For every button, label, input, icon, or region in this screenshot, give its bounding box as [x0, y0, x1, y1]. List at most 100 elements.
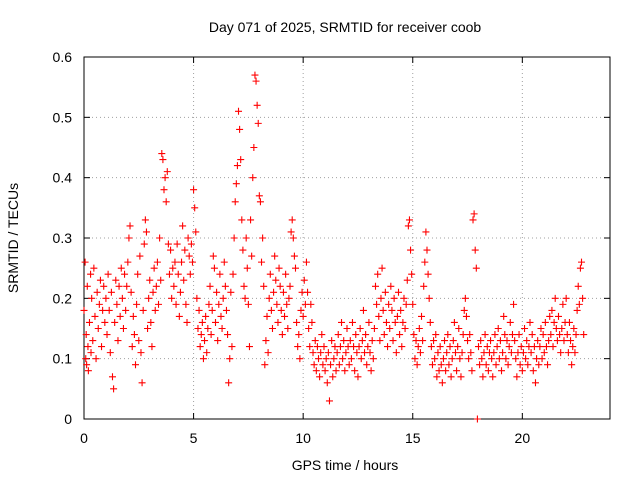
data-point: [297, 306, 305, 314]
data-point: [565, 318, 573, 326]
data-point: [180, 276, 188, 284]
data-point: [539, 331, 547, 339]
data-point: [428, 361, 436, 369]
data-point: [145, 294, 153, 302]
data-point: [149, 288, 157, 296]
data-point: [135, 337, 143, 345]
data-point: [512, 355, 520, 363]
data-point: [367, 367, 375, 375]
data-point: [568, 361, 576, 369]
data-point: [274, 318, 282, 326]
data-point: [261, 361, 269, 369]
data-point: [173, 240, 181, 248]
data-point: [278, 331, 286, 339]
data-point: [548, 306, 556, 314]
data-point: [442, 367, 450, 375]
data-point: [556, 331, 564, 339]
data-point: [111, 318, 119, 326]
data-point: [354, 373, 362, 381]
data-point: [355, 343, 363, 351]
data-point: [427, 343, 435, 351]
data-point: [163, 168, 171, 176]
data-point: [576, 264, 584, 272]
data-point: [541, 318, 549, 326]
data-point: [147, 318, 155, 326]
data-point: [451, 349, 459, 357]
data-point: [410, 331, 418, 339]
data-point: [390, 294, 398, 302]
data-point: [358, 337, 366, 345]
data-point: [538, 355, 546, 363]
data-point: [95, 300, 103, 308]
data-point: [196, 343, 204, 351]
data-point: [415, 325, 423, 332]
data-point: [294, 343, 302, 351]
data-point: [169, 264, 177, 272]
data-point: [305, 325, 313, 332]
data-point: [256, 198, 264, 206]
data-point: [253, 101, 261, 109]
data-point: [435, 367, 443, 375]
data-point: [110, 385, 118, 393]
data-point: [132, 361, 140, 369]
data-point: [513, 373, 521, 381]
data-point: [483, 343, 491, 351]
data-point: [90, 264, 98, 272]
data-point: [347, 355, 355, 363]
data-point: [116, 312, 124, 320]
data-point: [83, 361, 91, 369]
y-axis-tick-labels: 0 0.1 0.2 0.3 0.4 0.5 0.6: [53, 49, 73, 427]
data-point: [450, 318, 458, 326]
data-point: [138, 379, 146, 387]
data-point: [94, 325, 102, 332]
data-point: [137, 349, 145, 357]
data-point: [419, 337, 427, 345]
data-point: [470, 210, 478, 218]
data-point: [567, 337, 575, 345]
data-point: [540, 349, 548, 357]
data-point: [122, 306, 130, 314]
data-point: [312, 367, 320, 375]
data-point: [127, 288, 135, 296]
data-point: [251, 71, 259, 79]
data-point: [319, 361, 327, 369]
data-point: [473, 415, 481, 423]
data-point: [336, 343, 344, 351]
data-point: [368, 337, 376, 345]
data-point: [500, 312, 508, 320]
data-point: [498, 367, 506, 375]
data-point: [365, 318, 373, 326]
data-point: [466, 331, 474, 339]
data-point: [335, 361, 343, 369]
data-point: [535, 361, 543, 369]
data-point: [82, 331, 90, 339]
data-point: [332, 367, 340, 375]
data-point: [125, 234, 133, 242]
data-point: [562, 294, 570, 302]
data-point: [448, 355, 456, 363]
data-point: [221, 282, 229, 290]
data-point: [317, 349, 325, 357]
data-point: [164, 240, 172, 248]
data-point: [574, 282, 582, 290]
data-point: [254, 119, 262, 127]
data-point: [528, 331, 536, 339]
data-point: [464, 337, 472, 345]
data-point: [526, 318, 534, 326]
data-point: [193, 294, 201, 302]
data-point: [408, 270, 416, 278]
data-point: [181, 246, 189, 254]
data-point: [247, 216, 255, 224]
data-point: [148, 343, 156, 351]
data-point: [140, 240, 148, 248]
data-point: [290, 252, 298, 260]
data-point: [93, 288, 101, 296]
data-point: [339, 355, 347, 363]
data-point: [144, 325, 152, 332]
data-point: [366, 349, 374, 357]
data-point: [505, 343, 513, 351]
data-point: [123, 282, 131, 290]
data-point: [208, 306, 216, 314]
data-point: [330, 355, 338, 363]
